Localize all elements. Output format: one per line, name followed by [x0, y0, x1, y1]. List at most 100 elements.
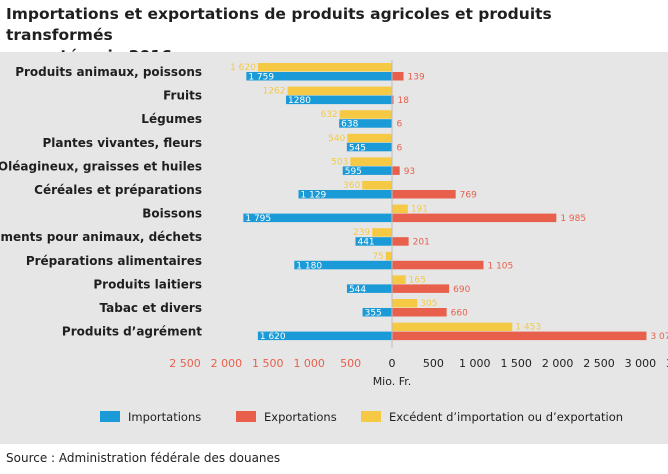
export-bar-9 — [392, 284, 450, 293]
import-label-8: 1 180 — [296, 261, 322, 271]
excess-label-10: 305 — [420, 299, 437, 309]
excess-label-3: 540 — [328, 134, 345, 144]
import-bar-9 — [346, 284, 392, 293]
excess-bar-0 — [257, 63, 392, 72]
category-label-5: Céréales et préparations — [34, 183, 202, 197]
excess-bar-10 — [392, 299, 418, 308]
excess-label-9: 165 — [409, 275, 426, 285]
import-label-1: 1280 — [288, 96, 311, 106]
legend-label-0: Importations — [128, 410, 201, 424]
export-label-1: 18 — [397, 96, 409, 106]
source-note: Source : Administration fédérale des dou… — [6, 451, 281, 465]
import-label-7: 441 — [357, 238, 374, 248]
excess-label-11: 1 453 — [515, 323, 541, 333]
import-bar-6 — [243, 213, 392, 223]
chart-title-line-1: Importations et exportations de produits… — [6, 5, 552, 44]
export-label-5: 769 — [460, 191, 477, 201]
excess-bar-7 — [372, 228, 392, 237]
export-bar-8 — [392, 260, 484, 270]
excess-label-2: 632 — [320, 110, 337, 120]
legend-swatch-2 — [361, 411, 381, 422]
x-tick-label-2: 1 500 — [252, 357, 284, 370]
import-label-11: 1 620 — [260, 332, 286, 342]
category-label-11: Produits d’agrément — [62, 325, 202, 339]
export-label-2: 6 — [396, 120, 402, 130]
import-label-6: 1 795 — [245, 214, 271, 224]
excess-bar-2 — [339, 110, 392, 119]
excess-label-0: 1 620 — [230, 63, 256, 73]
export-bar-6 — [392, 213, 557, 223]
export-label-7: 201 — [413, 238, 430, 248]
category-label-2: Légumes — [141, 112, 202, 126]
import-label-3: 545 — [349, 143, 366, 153]
export-label-10: 660 — [451, 309, 468, 319]
excess-label-6: 191 — [411, 205, 428, 215]
import-bar-0 — [246, 72, 392, 81]
export-bar-5 — [392, 190, 456, 199]
export-bar-7 — [392, 237, 409, 246]
export-label-0: 139 — [408, 73, 425, 83]
import-bar-4 — [342, 166, 392, 175]
category-label-8: Préparations alimentaires — [26, 254, 202, 268]
x-tick-label-10: 2 500 — [583, 357, 615, 370]
import-label-2: 638 — [341, 120, 358, 130]
legend-label-2: Excédent d’importation ou d’exportation — [389, 410, 623, 424]
export-label-9: 690 — [453, 285, 470, 295]
x-tick-label-9: 2 000 — [542, 357, 574, 370]
x-tick-label-12: 3 500 — [666, 357, 668, 370]
export-label-11: 3 073 — [650, 332, 668, 342]
import-bar-1 — [286, 95, 392, 105]
export-bar-10 — [392, 308, 447, 317]
x-tick-label-4: 500 — [340, 357, 361, 370]
export-bar-11 — [392, 331, 647, 341]
export-bar-4 — [392, 166, 400, 175]
export-label-8: 1 105 — [487, 261, 513, 271]
excess-bar-1 — [287, 86, 392, 96]
category-label-6: Boissons — [142, 207, 202, 221]
import-bar-8 — [294, 260, 392, 270]
excess-bar-6 — [392, 204, 408, 214]
x-tick-label-3: 1 000 — [293, 357, 325, 370]
legend-label-1: Exportations — [264, 410, 337, 424]
excess-bar-3 — [347, 133, 392, 143]
x-tick-label-1: 2 000 — [211, 357, 243, 370]
export-bar-0 — [392, 72, 404, 81]
excess-bar-5 — [362, 181, 392, 190]
x-axis-label: Mio. Fr. — [373, 375, 412, 388]
category-label-3: Plantes vivantes, fleurs — [42, 136, 202, 150]
chart-panel — [0, 52, 668, 444]
x-tick-label-8: 1 500 — [500, 357, 532, 370]
import-bar-11 — [257, 331, 392, 341]
excess-label-1: 1262 — [263, 87, 286, 97]
import-label-9: 544 — [349, 285, 366, 295]
category-label-1: Fruits — [163, 89, 202, 103]
excess-bar-4 — [350, 157, 392, 166]
category-label-4: Oléagineux, graisses et huiles — [0, 159, 202, 173]
export-bar-1 — [392, 95, 394, 105]
import-bar-3 — [346, 142, 392, 152]
excess-label-8: 75 — [372, 252, 383, 262]
category-label-0: Produits animaux, poissons — [15, 65, 202, 79]
x-tick-label-11: 3 000 — [625, 357, 657, 370]
excess-label-5: 360 — [343, 181, 360, 191]
excess-label-7: 239 — [353, 228, 370, 238]
import-label-0: 1 759 — [248, 73, 274, 83]
excess-bar-8 — [385, 251, 392, 261]
import-label-5: 1 129 — [301, 191, 327, 201]
category-label-7: Aliments pour animaux, déchets — [0, 230, 202, 244]
excess-bar-11 — [392, 322, 513, 332]
import-label-4: 595 — [345, 167, 362, 177]
excess-label-4: 503 — [331, 157, 348, 167]
x-tick-label-6: 500 — [423, 357, 444, 370]
legend-swatch-0 — [100, 411, 120, 422]
export-label-3: 6 — [396, 143, 402, 153]
legend-swatch-1 — [236, 411, 256, 422]
x-tick-label-7: 1 000 — [459, 357, 491, 370]
x-tick-label-0: 2 500 — [169, 357, 201, 370]
x-tick-label-5: 0 — [389, 357, 396, 370]
export-label-6: 1 985 — [560, 214, 586, 224]
export-label-4: 93 — [404, 167, 415, 177]
import-bar-7 — [355, 237, 392, 246]
category-label-9: Produits laitiers — [93, 277, 202, 291]
